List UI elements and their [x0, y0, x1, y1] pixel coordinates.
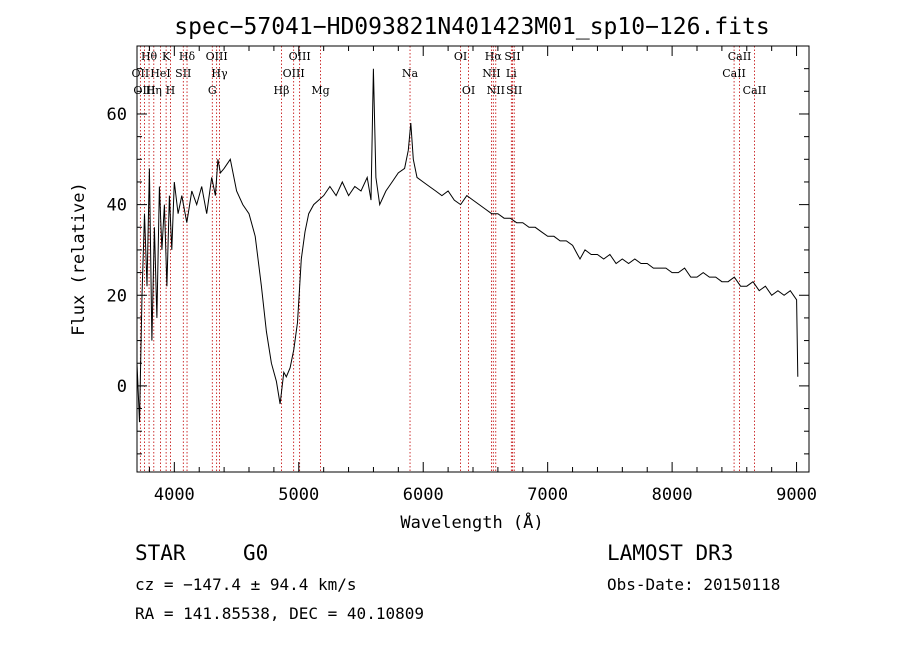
line-label: Hα — [485, 50, 503, 63]
object-subclass: G0 — [243, 541, 269, 565]
line-label: Hθ — [141, 50, 158, 63]
survey-name: LAMOST DR3 — [607, 541, 734, 565]
line-label: Li — [506, 67, 517, 80]
line-label: OII — [132, 67, 150, 80]
line-label: CaII — [743, 84, 767, 97]
line-label: Na — [402, 67, 419, 80]
object-class: STAR — [135, 541, 186, 565]
y-axis-ticks: 0 20 40 60 — [107, 45, 809, 455]
y-tick-label: 20 — [107, 286, 127, 306]
line-label: SII — [506, 84, 522, 97]
line-label: Hγ — [211, 67, 228, 80]
line-label: G — [208, 84, 217, 97]
x-tick-label: 4000 — [154, 485, 195, 505]
emission-line-labels: OII OIII Hθ Hη HeI K H SII Hδ G OIII Hγ Hβ OIII OIII Mg… — [132, 50, 767, 97]
chart-title: spec−57041−HD093821N401423M01_sp10−126.f… — [174, 14, 769, 40]
redshift-velocity: cz = −147.4 ± 94.4 km/s — [135, 575, 357, 594]
line-label: Hβ — [274, 84, 290, 97]
line-label: CaII — [728, 50, 752, 63]
line-label: OIII — [206, 50, 228, 63]
line-label: OIII — [133, 84, 155, 97]
line-label: Hη — [146, 84, 162, 97]
x-tick-label: 9000 — [776, 485, 817, 505]
line-label: NII — [482, 67, 500, 80]
emission-line-markers — [139, 46, 755, 472]
x-tick-label: 6000 — [403, 485, 444, 505]
y-tick-label: 0 — [117, 377, 127, 397]
line-label: SII — [504, 50, 520, 63]
observation-date: Obs-Date: 20150118 — [607, 575, 781, 594]
line-label: OI — [462, 84, 475, 97]
x-tick-label: 8000 — [652, 485, 693, 505]
spectrum-line — [136, 68, 799, 423]
x-axis-label: Wavelength (Å) — [400, 511, 543, 533]
line-label: Mg — [311, 84, 329, 97]
x-tick-label: 7000 — [527, 485, 568, 505]
line-label: OIII — [283, 67, 305, 80]
line-label: SII — [175, 67, 191, 80]
line-label: OI — [454, 50, 467, 63]
line-label: NII — [487, 84, 505, 97]
line-label: Hδ — [179, 50, 196, 63]
line-label: K — [162, 50, 171, 63]
sky-coordinates: RA = 141.85538, DEC = 40.10809 — [135, 604, 424, 623]
y-tick-label: 60 — [107, 105, 127, 125]
line-label: CaII — [722, 67, 746, 80]
line-label: HeI — [150, 67, 170, 80]
y-tick-label: 40 — [107, 196, 127, 216]
plot-frame — [136, 45, 810, 473]
x-tick-label: 5000 — [278, 485, 319, 505]
y-axis-label: Flux (relative) — [69, 182, 89, 336]
x-axis-ticks: 4000 5000 6000 7000 8000 9000 — [148, 46, 817, 505]
line-label: H — [166, 84, 176, 97]
line-label: OIII — [289, 50, 311, 63]
